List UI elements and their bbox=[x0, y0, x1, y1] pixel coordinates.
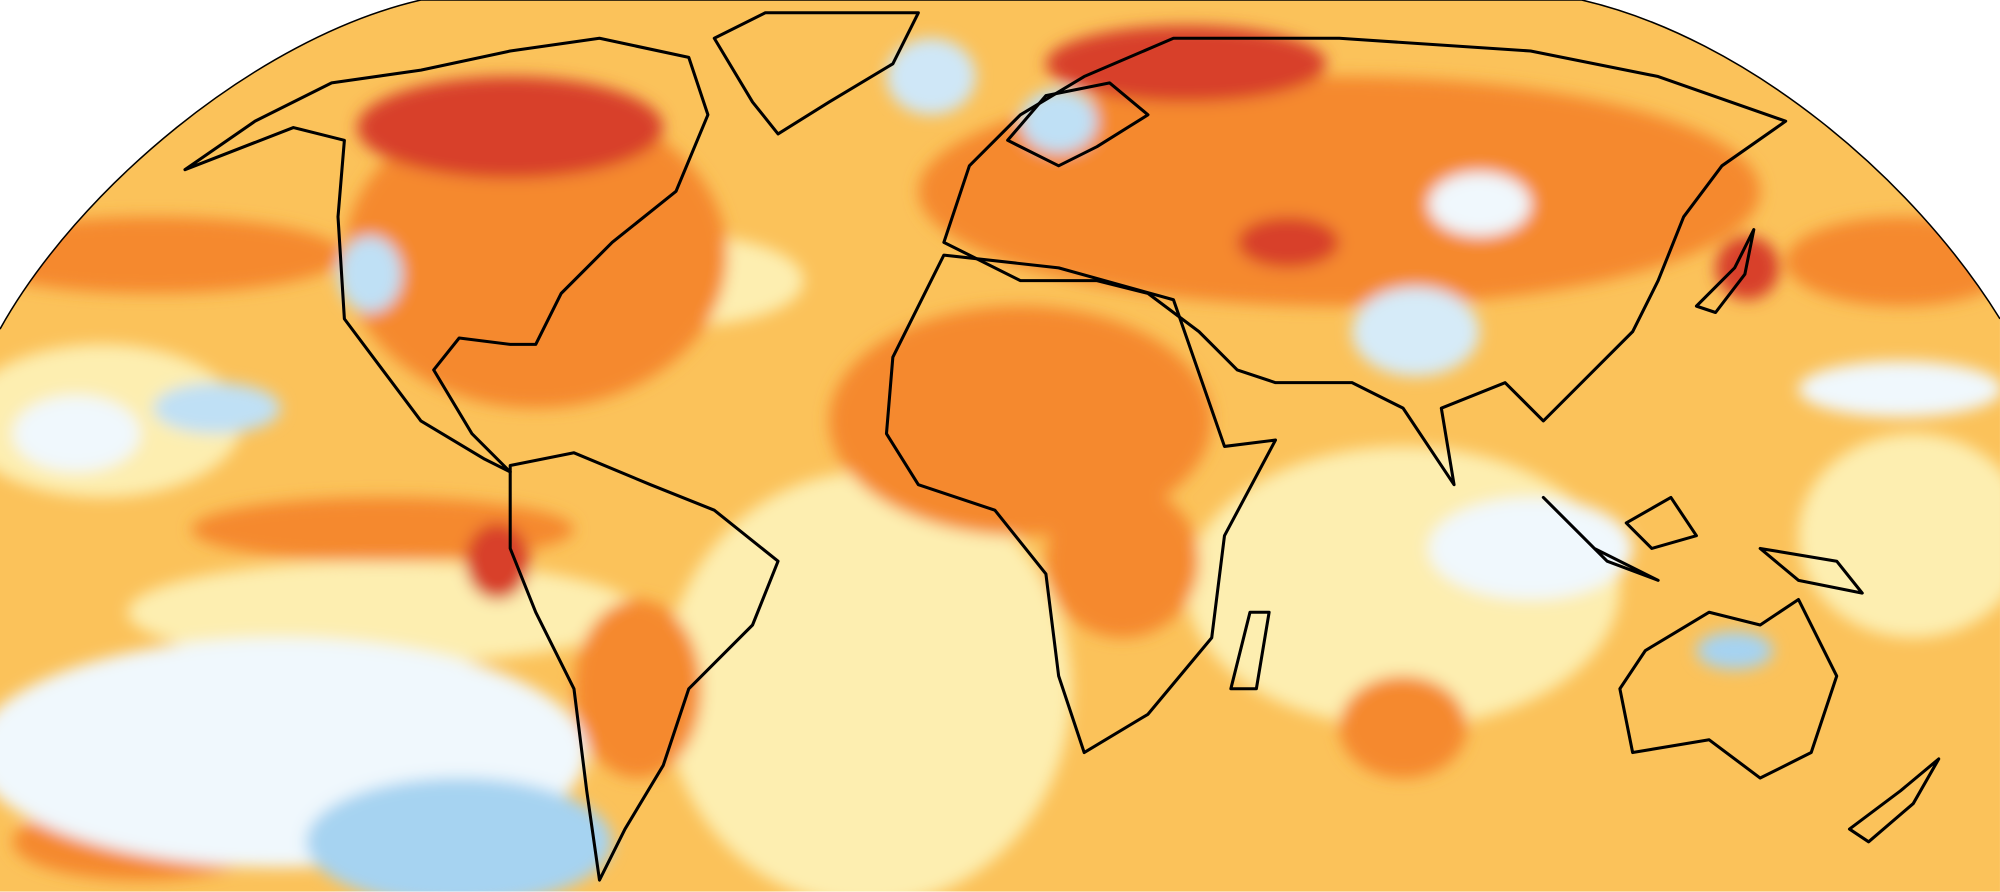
eurasia bbox=[942, 36, 1788, 487]
scandinavia bbox=[1006, 81, 1150, 168]
south-america bbox=[508, 451, 780, 882]
madagascar bbox=[1229, 610, 1271, 691]
field-blobs bbox=[0, 25, 2000, 892]
australia bbox=[1618, 597, 1839, 780]
japan bbox=[1694, 228, 1756, 315]
map-border bbox=[0, 0, 2000, 330]
indonesia bbox=[1541, 495, 1864, 595]
north-america bbox=[183, 36, 710, 474]
new-zealand bbox=[1847, 757, 1941, 844]
greenland bbox=[712, 11, 920, 136]
africa bbox=[884, 253, 1278, 755]
coastlines bbox=[183, 11, 1941, 882]
